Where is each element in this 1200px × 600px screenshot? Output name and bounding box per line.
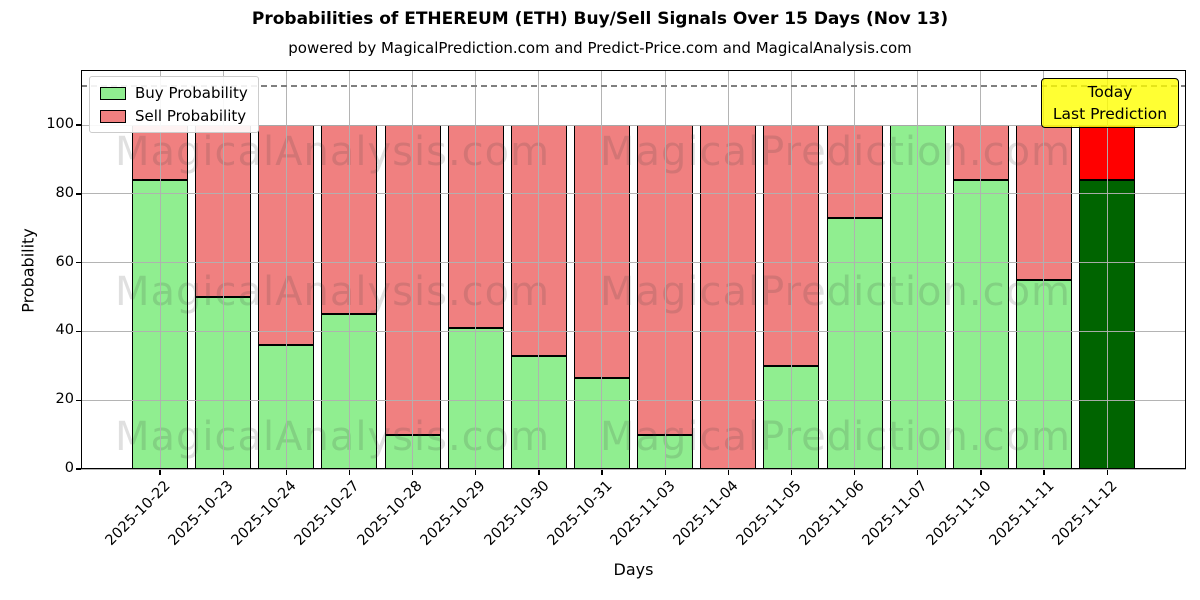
x-tick-label-text: 2025-11-06 (796, 478, 868, 549)
gridline-vertical (790, 70, 792, 469)
watermark-text: MagicalPrediction.com (600, 414, 1071, 460)
x-tick-label-text: 2025-11-07 (860, 478, 931, 549)
x-tick-mark (159, 469, 161, 475)
plot-area: Buy Probability Sell Probability Today L… (81, 70, 1186, 470)
legend-label-buy: Buy Probability (135, 84, 248, 102)
y-tick-mark (75, 468, 81, 470)
gridline-horizontal (81, 262, 1186, 264)
today-annotation-line2: Last Prediction (1052, 105, 1168, 123)
x-tick-mark (664, 469, 666, 475)
watermark-text: MagicalAnalysis.com (115, 129, 551, 175)
x-tick-label-text: 2025-10-24 (228, 478, 300, 549)
y-tick-label: 20 (55, 391, 74, 408)
x-tick-mark (348, 469, 351, 475)
x-tick-mark (727, 469, 729, 475)
chart-subtitle: powered by MagicalPrediction.com and Pre… (288, 39, 912, 57)
y-tick-label: 40 (55, 322, 74, 339)
y-tick-label: 60 (55, 253, 74, 270)
y-tick-label: 80 (55, 184, 74, 201)
watermark-text: MagicalAnalysis.com (115, 414, 551, 460)
y-tick-label: 0 (64, 460, 74, 476)
x-axis-label: Days (613, 560, 654, 579)
x-tick-mark (980, 469, 982, 475)
gridline-vertical (727, 70, 729, 469)
y-tick-label: 100 (46, 116, 74, 133)
x-tick-label-text: 2025-11-03 (607, 478, 679, 549)
dashed-threshold-line (81, 85, 1186, 87)
x-tick-mark (853, 469, 856, 475)
y-tick-mark (75, 124, 81, 126)
gridline-vertical (159, 70, 161, 469)
x-tick-mark (601, 469, 603, 475)
chart-title: Probabilities of ETHEREUM (ETH) Buy/Sell… (251, 9, 949, 29)
gridline-horizontal (81, 124, 1186, 126)
gridline-horizontal (81, 193, 1186, 195)
y-tick-mark (75, 193, 81, 195)
today-annotation: Today Last Prediction (1041, 78, 1179, 128)
gridline-vertical (412, 70, 414, 469)
legend-label-sell: Sell Probability (135, 107, 247, 125)
x-tick-mark (222, 469, 224, 475)
x-tick-label-text: 2025-11-11 (986, 478, 1058, 549)
watermark-text: MagicalPrediction.com (600, 129, 1071, 175)
y-tick-mark (75, 399, 81, 401)
x-tick-label-text: 2025-10-31 (544, 478, 616, 549)
gridline-vertical (980, 70, 982, 469)
x-tick-label-text: 2025-10-23 (165, 478, 237, 549)
sell-swatch-icon (100, 109, 126, 123)
legend: Buy Probability Sell Probability (89, 76, 259, 133)
legend-item-buy: Buy Probability (100, 84, 248, 102)
x-tick-mark (790, 469, 793, 475)
x-tick-mark (285, 469, 287, 475)
gridline-vertical (1106, 70, 1108, 469)
legend-item-sell: Sell Probability (100, 107, 248, 125)
y-tick-mark (75, 330, 81, 333)
gridline-vertical (348, 70, 350, 469)
x-tick-mark (1043, 469, 1045, 475)
x-tick-label-text: 2025-10-27 (291, 478, 363, 549)
x-tick-label-text: 2025-11-10 (923, 478, 995, 549)
x-tick-mark (475, 469, 477, 475)
gridline-vertical (285, 70, 287, 469)
gridline-vertical (475, 70, 477, 469)
gridline-vertical (222, 70, 224, 469)
gridline-vertical (854, 70, 856, 469)
gridline-vertical (601, 70, 603, 469)
x-tick-mark (917, 469, 919, 475)
y-tick-mark (75, 262, 81, 264)
gridline-horizontal (81, 468, 1186, 470)
x-tick-label-text: 2025-11-04 (670, 478, 742, 549)
x-tick-mark (411, 469, 414, 475)
gridline-vertical (1043, 70, 1045, 469)
x-tick-label-text: 2025-10-29 (418, 478, 490, 549)
gridline-horizontal (81, 330, 1186, 332)
gridline-vertical (538, 70, 540, 469)
x-tick-mark (538, 469, 540, 475)
gridline-vertical (664, 70, 666, 469)
x-tick-label-text: 2025-10-28 (354, 478, 426, 549)
watermark-text: MagicalAnalysis.com (115, 269, 551, 315)
x-tick-label-text: 2025-11-05 (733, 478, 805, 549)
watermark-text: MagicalPrediction.com (600, 269, 1071, 315)
gridline-vertical (917, 70, 919, 469)
x-tick-label-text: 2025-10-22 (102, 478, 174, 549)
x-tick-label-text: 2025-10-30 (481, 478, 553, 549)
x-tick-mark (1106, 469, 1108, 475)
x-tick-label-text: 2025-11-12 (1049, 478, 1121, 549)
today-annotation-line1: Today (1087, 83, 1133, 101)
buy-swatch-icon (100, 86, 126, 100)
gridline-horizontal (81, 399, 1186, 401)
